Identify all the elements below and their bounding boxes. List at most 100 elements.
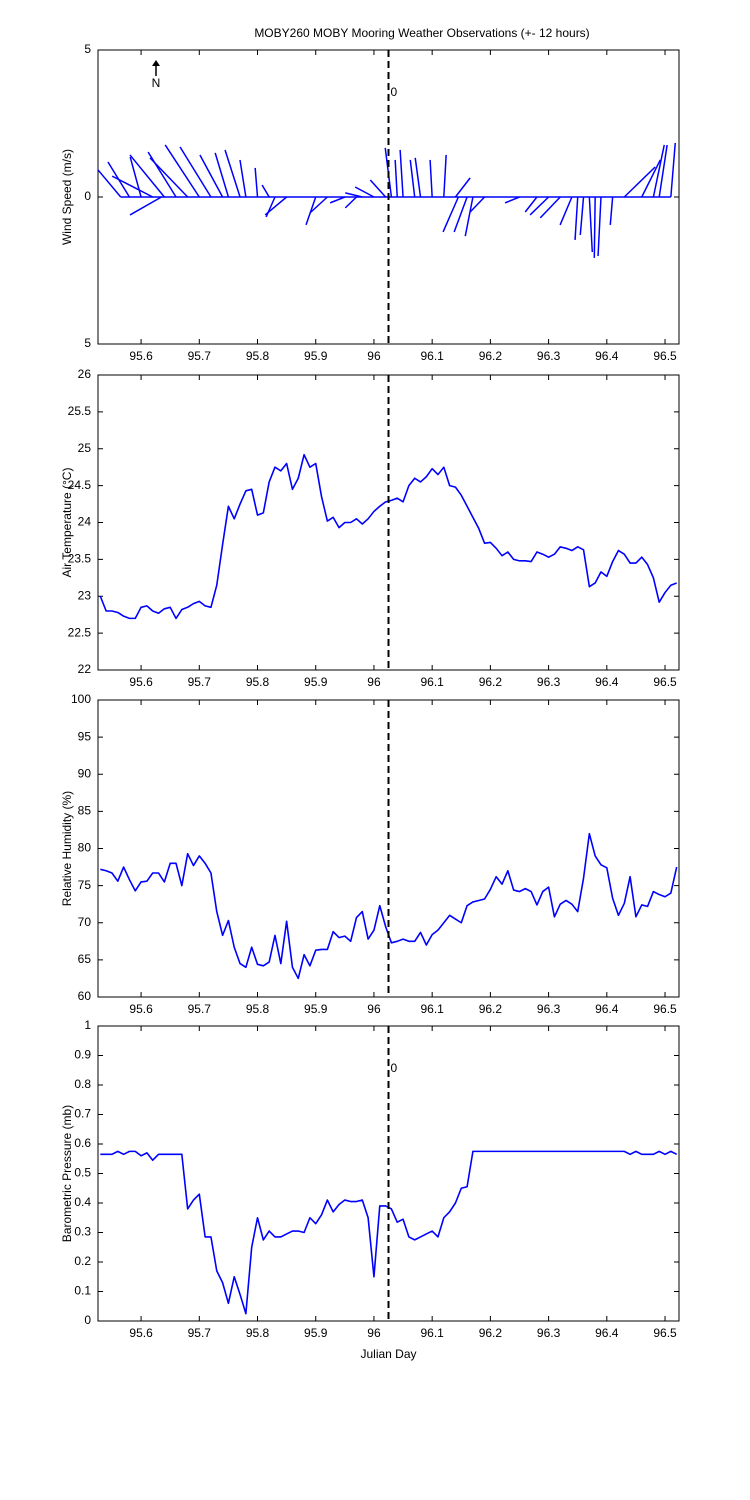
y-tick-label: 95 (78, 729, 92, 743)
y-tick-label: 0.2 (74, 1254, 91, 1268)
north-label: N (152, 76, 161, 90)
wind-stick (588, 196, 594, 253)
wind-stick (147, 151, 177, 198)
y-tick-label: 100 (71, 692, 91, 706)
y-tick-label: 22.5 (68, 625, 92, 639)
wind-stick (214, 152, 230, 198)
x-tick-label: 96.4 (595, 1326, 619, 1340)
x-tick-label: 95.7 (188, 1002, 212, 1016)
wind-stick (453, 196, 468, 233)
wind-stick (641, 159, 661, 198)
wind-stick (344, 196, 358, 209)
x-tick-label: 96.3 (537, 675, 561, 689)
y-tick-label: 85 (78, 804, 92, 818)
wind-stick (579, 196, 585, 235)
wind-stick (652, 144, 665, 198)
x-tick-label: 95.8 (246, 675, 270, 689)
wind-stick (609, 196, 614, 225)
wind-stick (329, 196, 346, 204)
x-tick-label: 96 (367, 675, 381, 689)
y-axis-label: Barometric Pressure (mb) (60, 1105, 74, 1242)
y-tick-label: 24.5 (68, 478, 92, 492)
wind-stick (524, 196, 538, 213)
x-tick-label: 96.3 (537, 1002, 561, 1016)
y-tick-label: 90 (78, 766, 92, 780)
y-tick-label: 22 (78, 662, 92, 676)
x-tick-label: 96.5 (653, 1326, 677, 1340)
x-tick-label: 96.1 (420, 349, 444, 363)
y-tick-label: 65 (78, 952, 92, 966)
y-tick-label: 70 (78, 915, 92, 929)
wind-stick (239, 159, 247, 198)
chart-title: MOBY260 MOBY Mooring Weather Observation… (254, 26, 589, 40)
wind-stick (623, 166, 656, 198)
wind-stick (261, 184, 270, 198)
y-tick-label: 1 (84, 1018, 91, 1032)
north-arrowhead (152, 60, 160, 66)
y-axis-label: Air Temperature (°C) (60, 468, 74, 578)
x-tick-label: 96.4 (595, 349, 619, 363)
wind-stick (529, 196, 550, 216)
y-tick-label: 60 (78, 989, 92, 1003)
wind-stick (264, 196, 288, 216)
x-tick-label: 95.9 (304, 1002, 328, 1016)
wind-stick (164, 144, 200, 198)
y-tick-label: 0.5 (74, 1166, 91, 1180)
wind-stick (354, 186, 375, 198)
x-tick-label: 95.9 (304, 349, 328, 363)
y-tick-label: 0.1 (74, 1284, 91, 1298)
x-tick-label: 96 (367, 349, 381, 363)
wind-stick (97, 169, 122, 198)
y-tick-label: 75 (78, 878, 92, 892)
y-tick-label: 0.6 (74, 1136, 91, 1150)
x-tick-label: 96.1 (420, 1002, 444, 1016)
wind-stick (597, 196, 602, 257)
wind-stick (442, 196, 460, 233)
wind-stick (149, 157, 189, 198)
x-tick-label: 96.3 (537, 349, 561, 363)
y-tick-label: 23.5 (68, 552, 92, 566)
y-tick-label: 0.9 (74, 1048, 91, 1062)
x-tick-label: 96.1 (420, 1326, 444, 1340)
wind-stick (309, 196, 328, 214)
x-tick-label: 96.5 (653, 349, 677, 363)
wind-stick (305, 196, 317, 226)
wind-stick (409, 159, 416, 198)
y-tick-label: 25.5 (68, 404, 92, 418)
y-tick-label: 0.3 (74, 1225, 91, 1239)
wind-stick (539, 196, 561, 219)
x-tick-label: 96.4 (595, 1002, 619, 1016)
x-tick-label: 95.7 (188, 1326, 212, 1340)
wind-stick (394, 159, 398, 198)
y-tick-label: 26 (78, 367, 92, 381)
wind-stick (559, 196, 573, 226)
y-tick-label: 0.8 (74, 1077, 91, 1091)
annotation: 0 (391, 1061, 398, 1075)
x-tick-label: 96 (367, 1326, 381, 1340)
x-tick-label: 96.2 (479, 1002, 503, 1016)
wind-stick (429, 159, 433, 198)
x-tick-label: 95.6 (129, 1002, 153, 1016)
y-tick-label: 23 (78, 588, 92, 602)
x-tick-label: 95.6 (129, 349, 153, 363)
x-tick-label: 95.6 (129, 675, 153, 689)
wind-stick (129, 196, 162, 216)
wind-stick (414, 157, 422, 198)
x-tick-label: 96.4 (595, 675, 619, 689)
x-tick-label: 95.9 (304, 675, 328, 689)
y-tick-label: 24 (78, 515, 92, 529)
y-tick-label: 0 (84, 189, 91, 203)
wind-stick (658, 144, 668, 198)
x-tick-label: 96.1 (420, 675, 444, 689)
x-tick-label: 95.6 (129, 1326, 153, 1340)
x-tick-label: 96 (367, 1002, 381, 1016)
x-tick-label: 95.9 (304, 1326, 328, 1340)
wind-stick (399, 149, 404, 198)
y-tick-label: 80 (78, 841, 92, 855)
x-tick-label: 96.5 (653, 675, 677, 689)
wind-stick (454, 177, 471, 198)
x-tick-label: 96.5 (653, 1002, 677, 1016)
x-tick-label: 96.2 (479, 1326, 503, 1340)
y-tick-label: 0.7 (74, 1107, 91, 1121)
